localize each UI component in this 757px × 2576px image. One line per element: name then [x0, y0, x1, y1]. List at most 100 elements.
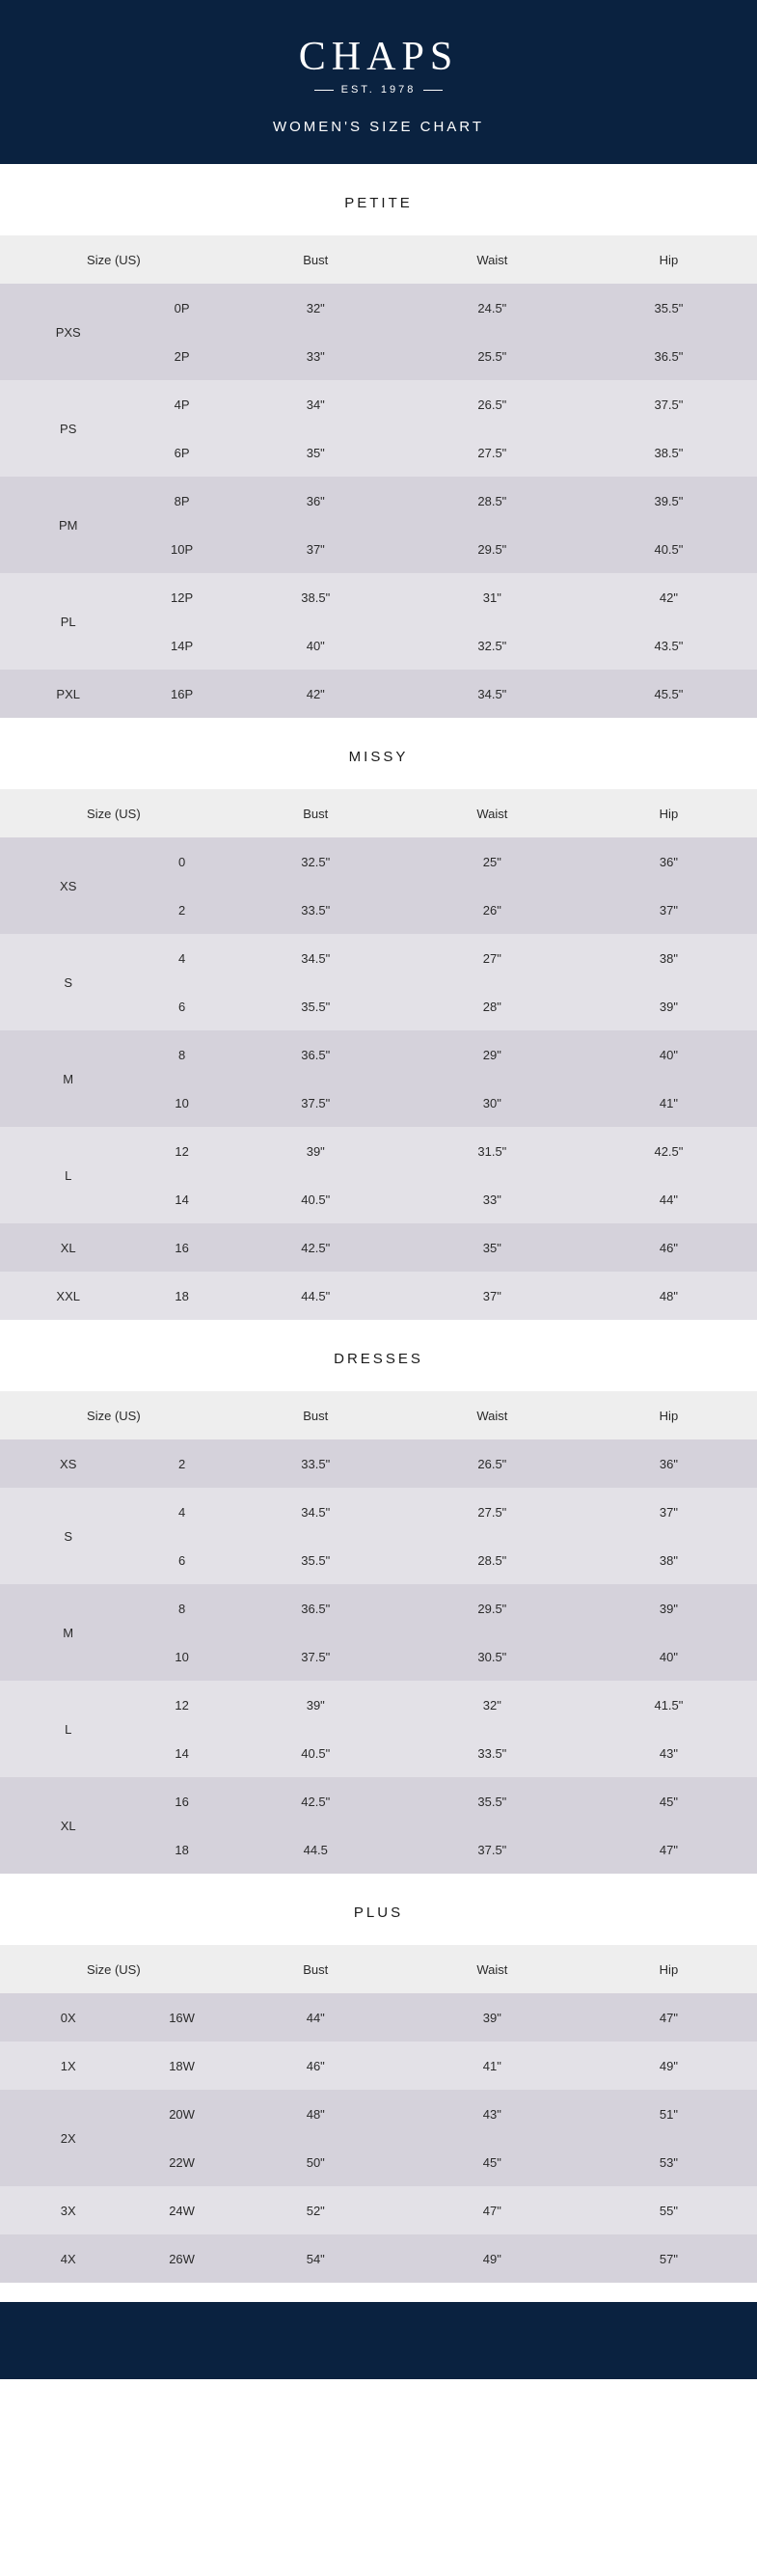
table-header-row: Size (US)BustWaistHip [0, 1945, 757, 1993]
cell-waist: 37.5" [404, 1825, 581, 1874]
section-title: PLUS [0, 1874, 757, 1945]
cell-hip: 47" [581, 1993, 757, 2042]
section-title: MISSY [0, 718, 757, 789]
table-row: XS233.5"26.5"36" [0, 1439, 757, 1488]
cell-bust: 52" [228, 2186, 404, 2234]
size-label: PXS [0, 284, 136, 380]
table-row: S434.5"27.5"37" [0, 1488, 757, 1536]
cell-bust: 38.5" [228, 573, 404, 621]
cell-waist: 32" [404, 1681, 581, 1729]
col-size: Size (US) [0, 1945, 228, 1993]
size-label: S [0, 1488, 136, 1584]
cell-hip: 47" [581, 1825, 757, 1874]
cell-waist: 27.5" [404, 428, 581, 477]
cell-bust: 36.5" [228, 1584, 404, 1632]
cell-bust: 35.5" [228, 982, 404, 1030]
cell-hip: 36" [581, 837, 757, 886]
cell-waist: 31.5" [404, 1127, 581, 1175]
cell-hip: 35.5" [581, 284, 757, 332]
cell-hip: 53" [581, 2138, 757, 2186]
section-title: PETITE [0, 164, 757, 235]
table-row: S434.5"27"38" [0, 934, 757, 982]
size-sub: 16W [136, 1993, 227, 2042]
size-sub: 14 [136, 1729, 227, 1777]
table-row: 1X18W46"41"49" [0, 2042, 757, 2090]
size-sub: 2 [136, 886, 227, 934]
cell-hip: 40.5" [581, 525, 757, 573]
cell-hip: 39.5" [581, 477, 757, 525]
size-label: XL [0, 1223, 136, 1272]
cell-waist: 43" [404, 2090, 581, 2138]
cell-hip: 48" [581, 1272, 757, 1320]
size-label: 1X [0, 2042, 136, 2090]
cell-waist: 26.5" [404, 1439, 581, 1488]
col-waist: Waist [404, 1391, 581, 1439]
size-sub: 6 [136, 982, 227, 1030]
cell-hip: 40" [581, 1030, 757, 1079]
size-label: PS [0, 380, 136, 477]
cell-hip: 44" [581, 1175, 757, 1223]
cell-waist: 35" [404, 1223, 581, 1272]
cell-waist: 28.5" [404, 1536, 581, 1584]
col-size: Size (US) [0, 789, 228, 837]
col-waist: Waist [404, 235, 581, 284]
cell-bust: 40.5" [228, 1729, 404, 1777]
size-label: 4X [0, 2234, 136, 2283]
size-sub: 16 [136, 1777, 227, 1825]
size-sub: 14P [136, 621, 227, 670]
size-sub: 2 [136, 1439, 227, 1488]
section-title: DRESSES [0, 1320, 757, 1391]
cell-bust: 54" [228, 2234, 404, 2283]
cell-waist: 33.5" [404, 1729, 581, 1777]
cell-bust: 44.5" [228, 1272, 404, 1320]
cell-waist: 41" [404, 2042, 581, 2090]
cell-bust: 48" [228, 2090, 404, 2138]
cell-hip: 45" [581, 1777, 757, 1825]
cell-hip: 36" [581, 1439, 757, 1488]
cell-hip: 55" [581, 2186, 757, 2234]
cell-hip: 51" [581, 2090, 757, 2138]
table-row: L1239"31.5"42.5" [0, 1127, 757, 1175]
cell-bust: 35.5" [228, 1536, 404, 1584]
size-sub: 0P [136, 284, 227, 332]
size-label: PL [0, 573, 136, 670]
cell-hip: 37" [581, 1488, 757, 1536]
size-sub: 8P [136, 477, 227, 525]
size-label: XXL [0, 1272, 136, 1320]
size-table: Size (US)BustWaistHip0X16W44"39"47"1X18W… [0, 1945, 757, 2283]
cell-bust: 40.5" [228, 1175, 404, 1223]
size-sub: 4 [136, 1488, 227, 1536]
size-label: 0X [0, 1993, 136, 2042]
size-label: XS [0, 1439, 136, 1488]
col-bust: Bust [228, 1945, 404, 1993]
table-row: PM8P36"28.5"39.5" [0, 477, 757, 525]
cell-waist: 34.5" [404, 670, 581, 718]
cell-bust: 39" [228, 1127, 404, 1175]
size-sub: 18 [136, 1825, 227, 1874]
cell-hip: 42" [581, 573, 757, 621]
size-sub: 12P [136, 573, 227, 621]
table-row: XL1642.5"35.5"45" [0, 1777, 757, 1825]
cell-waist: 26" [404, 886, 581, 934]
brand-est: EST. 1978 [341, 84, 417, 96]
cell-bust: 34.5" [228, 934, 404, 982]
cell-waist: 25" [404, 837, 581, 886]
cell-hip: 39" [581, 1584, 757, 1632]
size-sub: 2P [136, 332, 227, 380]
cell-bust: 37" [228, 525, 404, 573]
size-sub: 12 [136, 1127, 227, 1175]
size-sub: 16P [136, 670, 227, 718]
size-sub: 26W [136, 2234, 227, 2283]
size-sub: 0 [136, 837, 227, 886]
cell-waist: 29.5" [404, 1584, 581, 1632]
size-sub: 4 [136, 934, 227, 982]
size-sub: 16 [136, 1223, 227, 1272]
col-size: Size (US) [0, 1391, 228, 1439]
cell-hip: 36.5" [581, 332, 757, 380]
cell-bust: 42" [228, 670, 404, 718]
table-row: M836.5"29"40" [0, 1030, 757, 1079]
col-bust: Bust [228, 789, 404, 837]
cell-bust: 40" [228, 621, 404, 670]
cell-hip: 38.5" [581, 428, 757, 477]
size-label: 2X [0, 2090, 136, 2186]
